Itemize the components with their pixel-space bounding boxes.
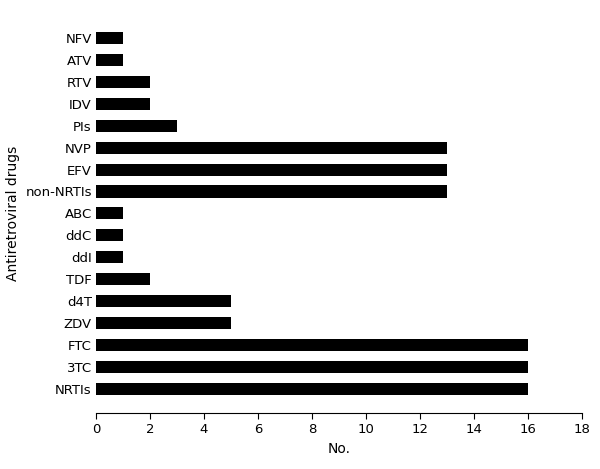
Bar bbox=[96, 32, 123, 44]
Bar bbox=[96, 185, 447, 197]
Bar bbox=[96, 383, 528, 394]
Bar bbox=[96, 229, 123, 242]
X-axis label: No.: No. bbox=[328, 442, 350, 456]
Bar bbox=[96, 164, 447, 175]
Bar bbox=[96, 361, 528, 373]
Bar bbox=[96, 317, 231, 329]
Bar bbox=[96, 76, 150, 88]
Bar bbox=[96, 251, 123, 263]
Y-axis label: Antiretroviral drugs: Antiretroviral drugs bbox=[6, 146, 20, 281]
Bar bbox=[96, 98, 150, 110]
Bar bbox=[96, 142, 447, 154]
Bar bbox=[96, 295, 231, 307]
Bar bbox=[96, 273, 150, 285]
Bar bbox=[96, 54, 123, 66]
Bar bbox=[96, 120, 177, 132]
Bar bbox=[96, 339, 528, 351]
Bar bbox=[96, 207, 123, 219]
